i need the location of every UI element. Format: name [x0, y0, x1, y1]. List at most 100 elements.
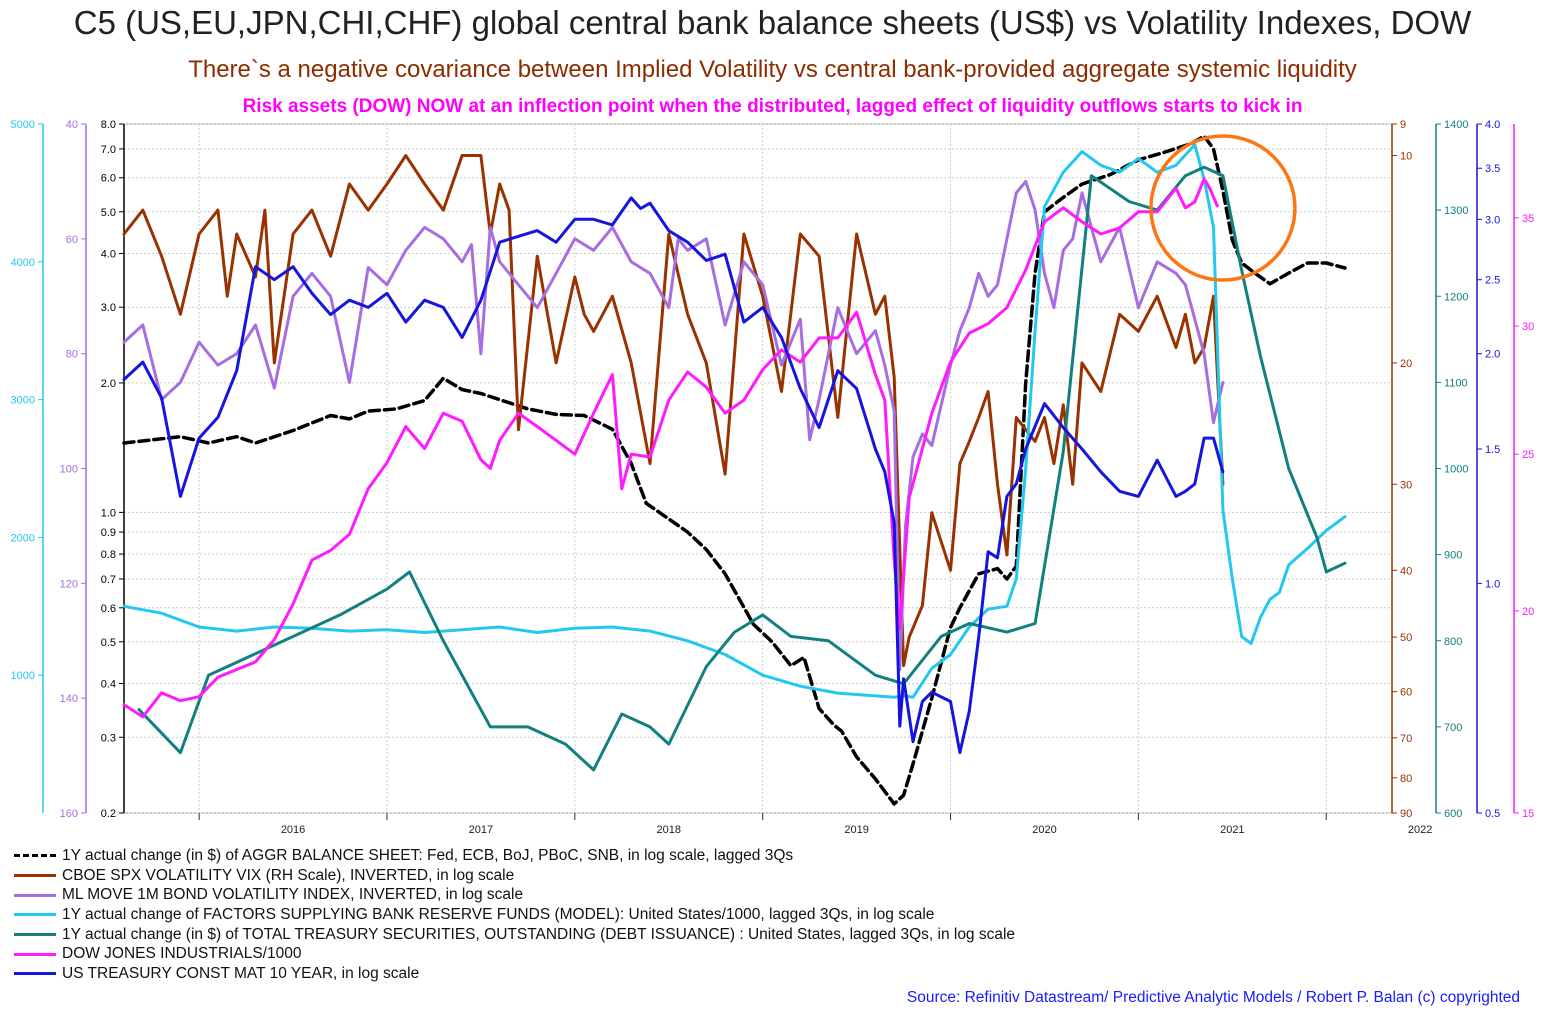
x-tick-label: 2021	[1220, 824, 1244, 836]
legend-label: DOW JONES INDUSTRIALS/1000	[62, 945, 302, 963]
series-line-5	[137, 165, 1347, 772]
legend-label: 1Y actual change (in $) of TOTAL TREASUR…	[62, 925, 1016, 943]
purple-axis-label: 40	[66, 119, 78, 131]
blue-axis-label: 1.0	[1485, 578, 1500, 590]
purple-axis-label: 120	[60, 578, 78, 590]
black-axis-label: 0.5	[101, 637, 116, 649]
black-axis-label: 8.0	[101, 119, 116, 131]
vix-axis-label: 40	[1400, 565, 1412, 577]
vix-axis-label: 70	[1400, 733, 1412, 745]
legend-label: ML MOVE 1M BOND VOLATILITY INDEX, INVERT…	[62, 886, 524, 904]
vix-axis-label: 30	[1400, 479, 1412, 491]
plot-frame	[123, 123, 1393, 814]
series-line-4	[122, 143, 1347, 699]
legend-swatch	[14, 913, 56, 917]
magenta-axis-label: 15	[1522, 808, 1534, 820]
purple-axis-label: 80	[66, 349, 78, 361]
teal-axis-label: 1000	[1444, 464, 1468, 476]
teal-axis-label: 600	[1444, 808, 1462, 820]
vix-axis-label: 9	[1400, 119, 1406, 131]
series-line-6	[122, 177, 1219, 719]
legend-entry-4: 1Y actual change of FACTORS SUPPLYING BA…	[14, 905, 1015, 925]
x-tick-label: 2016	[281, 824, 305, 836]
black-axis-label: 0.2	[101, 808, 116, 820]
blue-axis-label: 3.0	[1485, 214, 1500, 226]
vix-axis-label: 60	[1400, 687, 1412, 699]
chart-legend: 1Y actual change (in $) of AGGR BALANCE …	[14, 846, 1015, 984]
cyan-axis-label: 2000	[11, 532, 35, 544]
x-tick-label: 2020	[1032, 824, 1056, 836]
vix-axis-label: 80	[1400, 773, 1412, 785]
black-axis-label: 3.0	[101, 302, 116, 314]
magenta-axis-label: 35	[1522, 213, 1534, 225]
legend-entry-1: 1Y actual change (in $) of AGGR BALANCE …	[14, 846, 1015, 866]
teal-axis-label: 1200	[1444, 291, 1468, 303]
cyan-axis-label: 5000	[11, 119, 35, 131]
vix-axis-label: 50	[1400, 632, 1412, 644]
purple-axis-label: 160	[60, 808, 78, 820]
blue-axis-label: 2.5	[1485, 275, 1500, 287]
blue-axis-label: 2.0	[1485, 349, 1500, 361]
blue-axis-label: 0.5	[1485, 808, 1500, 820]
legend-swatch	[14, 893, 56, 897]
vix-axis-label: 20	[1400, 358, 1412, 370]
vix-axis-label: 10	[1400, 151, 1412, 163]
legend-label: 1Y actual change of FACTORS SUPPLYING BA…	[62, 905, 935, 923]
blue-axis-label: 4.0	[1485, 119, 1500, 131]
x-tick-label: 2019	[844, 824, 868, 836]
x-tick-label: 2022	[1408, 824, 1432, 836]
cyan-axis-label: 1000	[11, 670, 35, 682]
black-axis-label: 0.9	[101, 527, 116, 539]
black-axis-label: 0.4	[101, 679, 116, 691]
cyan-axis-label: 3000	[11, 395, 35, 407]
legend-swatch	[14, 972, 56, 976]
legend-entry-3: ML MOVE 1M BOND VOLATILITY INDEX, INVERT…	[14, 885, 1015, 905]
black-axis-label: 0.8	[101, 549, 116, 561]
magenta-axis-label: 25	[1522, 449, 1534, 461]
chart-title: C5 (US,EU,JPN,CHI,CHF) global central ba…	[73, 4, 1472, 41]
black-axis-label: 1.0	[101, 507, 116, 519]
teal-axis-label: 1100	[1444, 377, 1468, 389]
teal-axis-label: 1300	[1444, 205, 1468, 217]
purple-axis-label: 100	[60, 464, 78, 476]
x-tick-label: 2017	[469, 824, 493, 836]
black-axis-label: 6.0	[101, 173, 116, 185]
legend-swatch	[14, 952, 56, 956]
legend-swatch	[14, 854, 56, 858]
legend-entry-5: 1Y actual change (in $) of TOTAL TREASUR…	[14, 925, 1015, 945]
x-tick-label: 2018	[657, 824, 681, 836]
black-axis-label: 4.0	[101, 248, 116, 260]
legend-label: CBOE SPX VOLATILITY VIX (RH Scale), INVE…	[62, 866, 515, 884]
black-axis-label: 0.7	[101, 574, 116, 586]
legend-entry-7: US TREASURY CONST MAT 10 YEAR, in log sc…	[14, 964, 1015, 984]
blue-axis-label: 3.5	[1485, 163, 1500, 175]
legend-swatch	[14, 874, 56, 878]
teal-axis-label: 1400	[1444, 119, 1468, 131]
purple-axis-label: 140	[60, 693, 78, 705]
black-axis-label: 0.6	[101, 603, 116, 615]
legend-swatch	[14, 933, 56, 937]
legend-entry-2: CBOE SPX VOLATILITY VIX (RH Scale), INVE…	[14, 866, 1015, 886]
highlight-circle	[1149, 134, 1297, 282]
legend-entry-6: DOW JONES INDUSTRIALS/1000	[14, 944, 1015, 964]
black-axis-label: 5.0	[101, 207, 116, 219]
cyan-axis-label: 4000	[11, 257, 35, 269]
vix-axis-label: 90	[1400, 808, 1412, 820]
teal-axis-label: 900	[1444, 550, 1462, 562]
chart-annotation: Risk assets (DOW) NOW at an inflection p…	[242, 96, 1303, 117]
chart-subtitle: There`s a negative covariance between Im…	[188, 56, 1357, 83]
blue-axis-label: 1.5	[1485, 444, 1500, 456]
black-axis-label: 7.0	[101, 144, 116, 156]
source-note: Source: Refinitiv Datastream/ Predictive…	[906, 989, 1520, 1006]
magenta-axis-label: 30	[1522, 321, 1534, 333]
purple-axis-label: 60	[66, 234, 78, 246]
legend-label: US TREASURY CONST MAT 10 YEAR, in log sc…	[62, 964, 420, 982]
black-axis-label: 2.0	[101, 378, 116, 390]
teal-axis-label: 800	[1444, 636, 1462, 648]
series-line-2	[122, 154, 1225, 668]
legend-label: 1Y actual change (in $) of AGGR BALANCE …	[62, 846, 794, 864]
series-line-7	[122, 196, 1225, 755]
magenta-axis-label: 20	[1522, 606, 1534, 618]
teal-axis-label: 700	[1444, 722, 1462, 734]
